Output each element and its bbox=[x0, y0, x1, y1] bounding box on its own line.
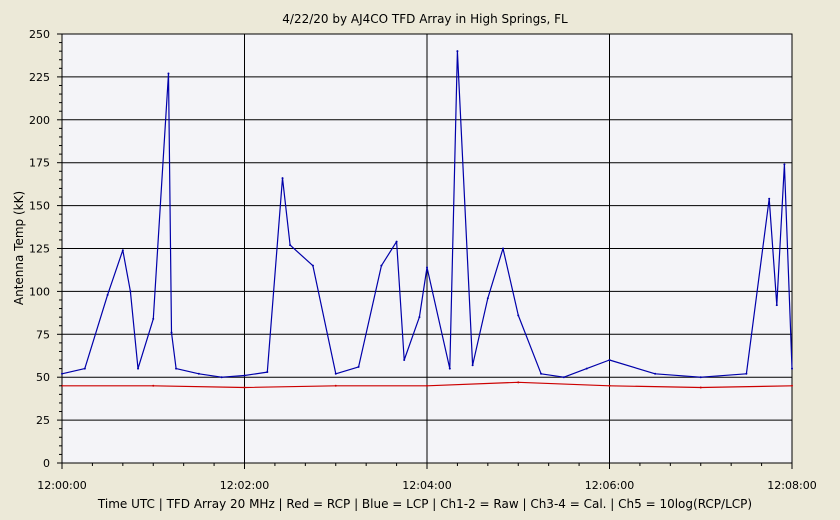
data-point bbox=[745, 372, 748, 375]
data-point bbox=[121, 249, 124, 252]
data-point bbox=[471, 364, 474, 367]
data-point bbox=[243, 386, 246, 389]
x-tick-label: 12:08:00 bbox=[767, 479, 816, 492]
y-tick-label: 125 bbox=[29, 243, 50, 256]
y-tick-label: 100 bbox=[29, 285, 50, 298]
data-point bbox=[426, 266, 428, 269]
x-tick-label: 12:00:00 bbox=[37, 479, 86, 492]
y-axis-title: Antenna Temp (kK) bbox=[12, 191, 26, 305]
grid-lines bbox=[61, 33, 793, 464]
y-tick-label: 175 bbox=[29, 157, 50, 170]
data-point bbox=[699, 376, 702, 379]
x-tick-label: 12:02:00 bbox=[220, 479, 269, 492]
y-tick-label: 25 bbox=[36, 414, 50, 427]
data-point bbox=[266, 371, 269, 374]
data-point bbox=[783, 163, 786, 166]
data-point bbox=[517, 381, 520, 384]
y-tick-label: 50 bbox=[36, 371, 50, 384]
data-point bbox=[502, 247, 505, 250]
data-point bbox=[562, 376, 565, 379]
data-point bbox=[517, 314, 520, 317]
data-point bbox=[357, 365, 360, 368]
data-point bbox=[418, 316, 421, 319]
data-point bbox=[170, 331, 173, 334]
data-point bbox=[426, 384, 428, 387]
y-tick-label: 0 bbox=[43, 457, 50, 470]
data-point bbox=[152, 317, 155, 320]
data-point bbox=[456, 50, 459, 53]
data-point bbox=[791, 384, 793, 387]
ticks: 0 25 50 75 100 125 150 175 200 225 250 12:00:00 12:0… bbox=[29, 28, 817, 492]
data-point bbox=[334, 384, 337, 387]
x-tick-label: 12:04:00 bbox=[402, 479, 451, 492]
y-tick-label: 200 bbox=[29, 114, 50, 127]
data-point bbox=[380, 264, 383, 267]
data-point bbox=[311, 264, 314, 267]
data-point bbox=[699, 386, 702, 389]
x-axis-title: Time UTC | TFD Array 20 MHz | Red = RCP … bbox=[97, 497, 752, 511]
y-tick-label: 75 bbox=[36, 328, 50, 341]
series-layer bbox=[61, 50, 793, 389]
data-point bbox=[83, 367, 86, 370]
data-point bbox=[152, 384, 155, 387]
data-point bbox=[61, 372, 63, 375]
data-point bbox=[175, 367, 178, 370]
data-point bbox=[395, 240, 398, 243]
y-tick-label: 150 bbox=[29, 200, 50, 213]
data-point bbox=[403, 359, 406, 362]
data-point bbox=[334, 372, 337, 375]
data-point bbox=[608, 359, 611, 362]
data-point bbox=[243, 374, 246, 377]
data-point bbox=[197, 372, 200, 375]
data-point bbox=[448, 367, 451, 370]
data-point bbox=[585, 367, 588, 370]
data-point bbox=[791, 367, 793, 370]
data-point bbox=[220, 376, 223, 379]
chart-title: 4/22/20 by AJ4CO TFD Array in High Sprin… bbox=[282, 12, 568, 26]
data-point bbox=[654, 372, 657, 375]
data-point bbox=[486, 297, 489, 300]
data-point bbox=[129, 290, 132, 293]
data-point bbox=[608, 384, 611, 387]
data-point bbox=[768, 197, 771, 200]
data-point bbox=[281, 177, 284, 180]
data-point bbox=[137, 367, 140, 370]
y-tick-label: 225 bbox=[29, 71, 50, 84]
data-point bbox=[289, 244, 292, 247]
x-tick-label: 12:06:00 bbox=[585, 479, 634, 492]
data-point bbox=[106, 293, 109, 296]
y-tick-label: 250 bbox=[29, 28, 50, 41]
data-point bbox=[167, 72, 170, 75]
data-point bbox=[540, 372, 543, 375]
data-point bbox=[775, 304, 778, 307]
